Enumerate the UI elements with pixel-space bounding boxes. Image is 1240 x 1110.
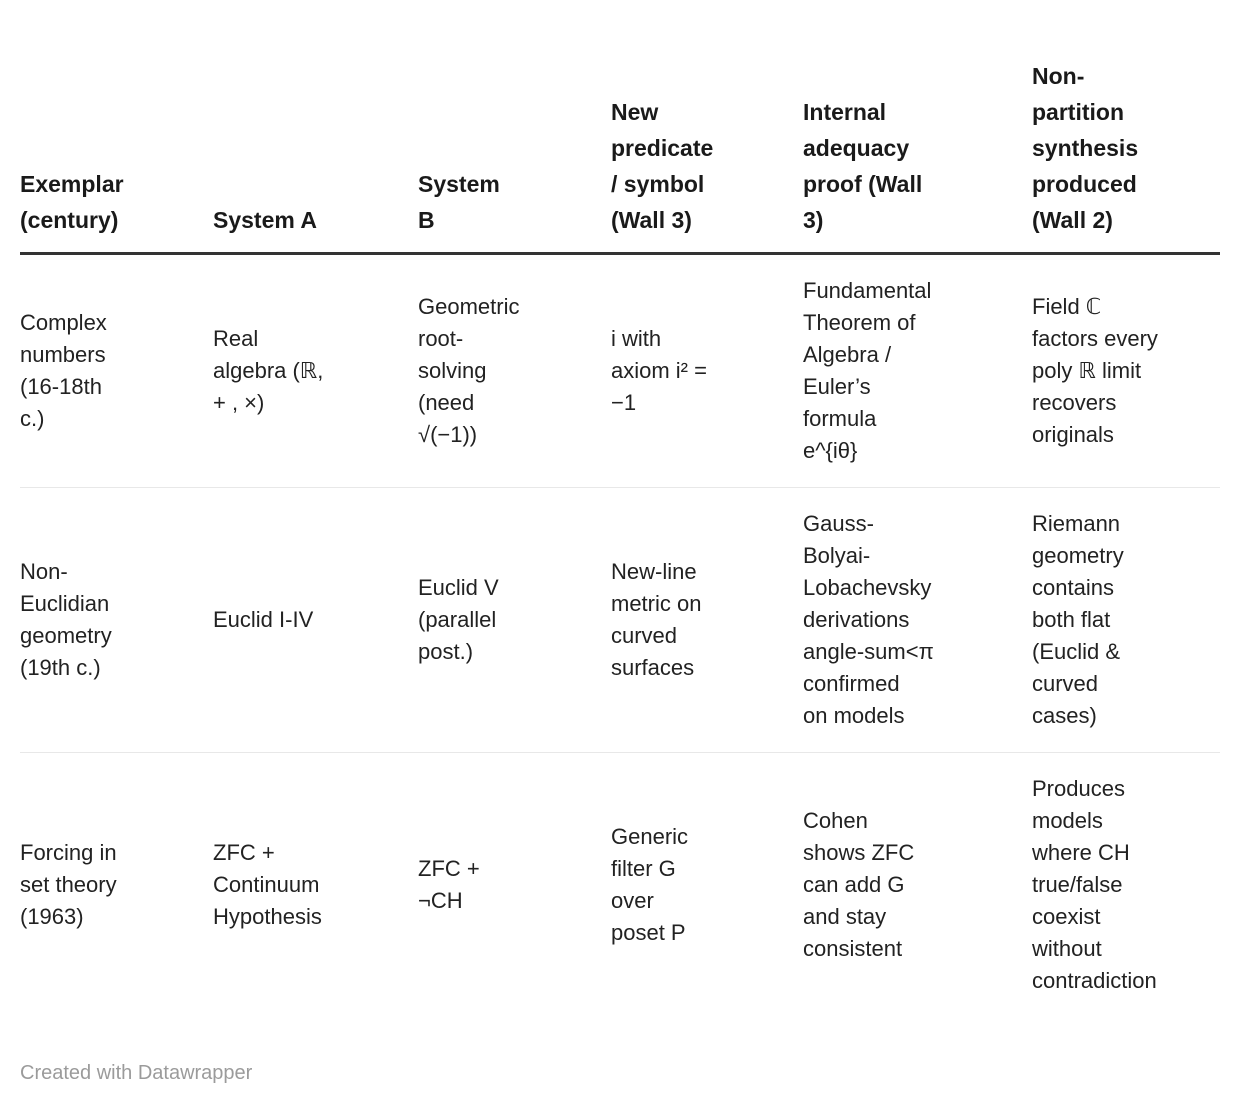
table-cell: Non- Euclidian geometry (19th c.) xyxy=(20,559,112,680)
table-cell: ZFC + Continuum Hypothesis xyxy=(213,840,322,929)
table-cell: Forcing in set theory (1963) xyxy=(20,840,117,929)
column-header-non-partition: Non- partition synthesis produced (Wall … xyxy=(1032,0,1220,255)
table-cell: ZFC + ¬CH xyxy=(418,856,480,913)
table-cell: Generic filter G over poset P xyxy=(611,824,689,945)
table-cell: Euclid V (parallel post.) xyxy=(418,575,499,664)
column-header-new-predicate: New predicate / symbol (Wall 3) xyxy=(611,0,803,255)
column-header-system-a: System A xyxy=(213,0,418,255)
data-table: Exemplar (century) System A System B New… xyxy=(20,0,1220,1017)
table-cell: New-line metric on curved surfaces xyxy=(611,559,702,680)
table-header: Exemplar (century) System A System B New… xyxy=(20,0,1220,255)
table-row-forcing-set-theory: Forcing in set theory (1963) ZFC + Conti… xyxy=(20,753,1220,1018)
column-header-system-b: System B xyxy=(418,0,611,255)
table-cell: Produces models where CH true/false coex… xyxy=(1032,776,1157,993)
column-header-exemplar-century: Exemplar (century) xyxy=(20,0,213,255)
datawrapper-attribution-link[interactable]: Created with Datawrapper xyxy=(20,1062,253,1084)
table-cell: Geometric root- solving (need √(−1)) xyxy=(418,294,520,447)
table-cell: Field ℂ factors every poly ℝ limit recov… xyxy=(1032,294,1158,447)
table-row-non-euclidian-geometry: Non- Euclidian geometry (19th c.) Euclid… xyxy=(20,488,1220,753)
table-cell: i with axiom i² = −1 xyxy=(611,326,707,415)
table-cell: Real algebra (ℝ, + , ×) xyxy=(213,326,324,415)
column-header-internal-adequacy: Internal adequacy proof (Wall 3) xyxy=(803,0,1032,255)
table-row-complex-numbers: Complex numbers (16-18th c.) Real algebr… xyxy=(20,254,1220,488)
table-cell: Complex numbers (16-18th c.) xyxy=(20,310,107,431)
table-cell: Fundamental Theorem of Algebra / Euler’s… xyxy=(803,278,932,463)
table-body: Complex numbers (16-18th c.) Real algebr… xyxy=(20,254,1220,1018)
table-cell: Riemann geometry contains both flat (Euc… xyxy=(1032,511,1124,728)
table-cell: Gauss- Bolyai- Lobachevsky derivations a… xyxy=(803,511,934,728)
header-row: Exemplar (century) System A System B New… xyxy=(20,0,1220,255)
table-cell: Euclid I-IV xyxy=(213,607,314,632)
table-cell: Cohen shows ZFC can add G and stay consi… xyxy=(803,808,915,961)
